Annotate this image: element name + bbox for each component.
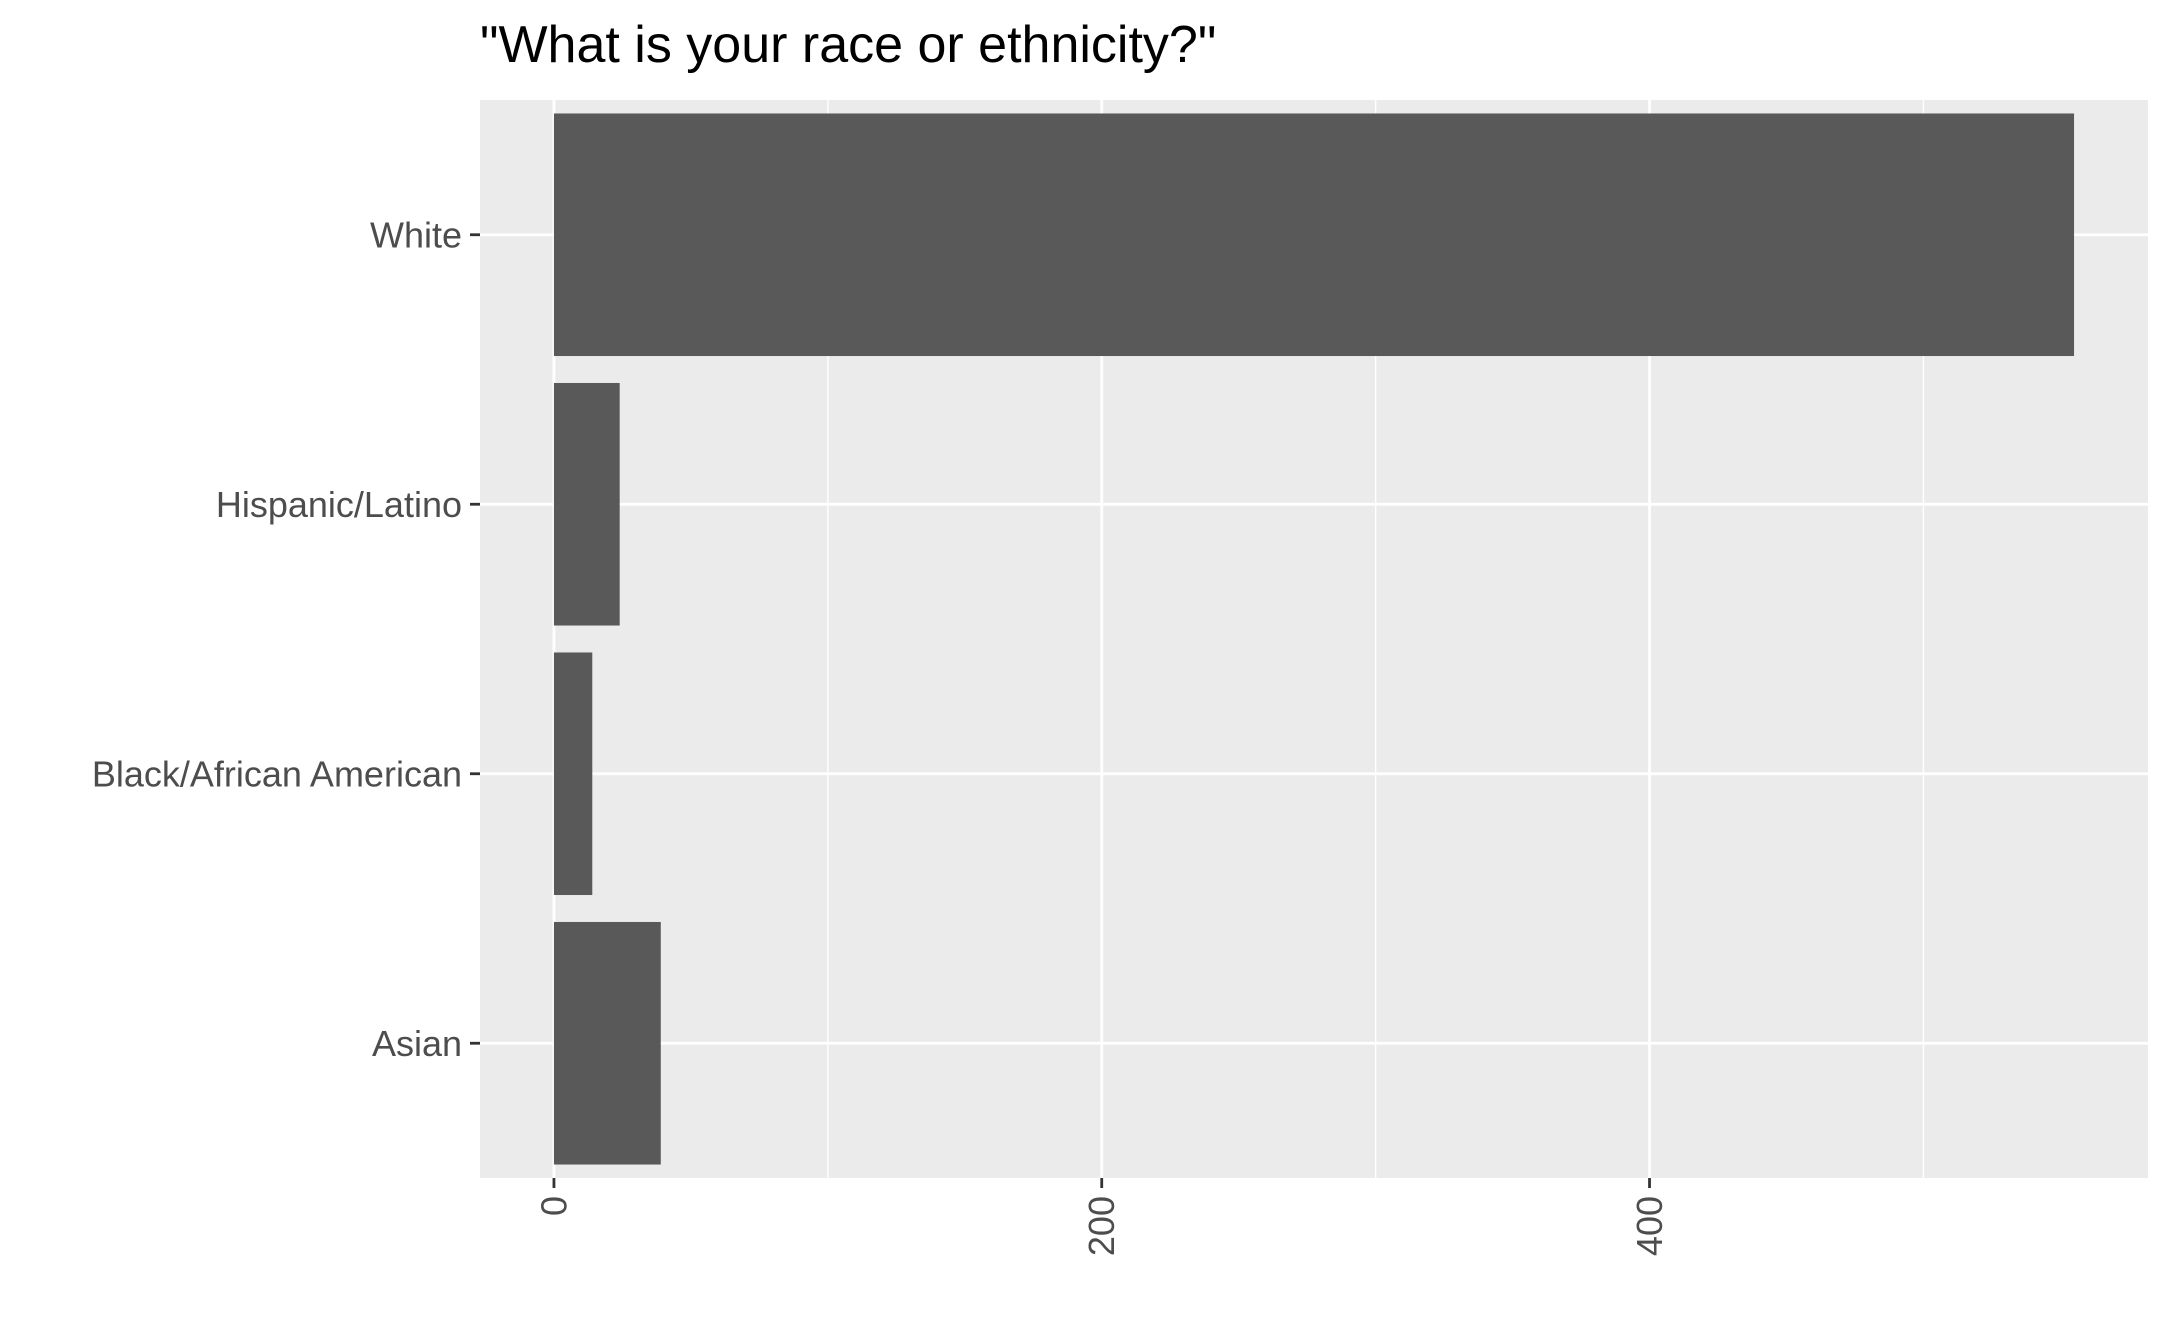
bar-layer xyxy=(553,113,2075,1165)
bar-hispanic-latino xyxy=(553,382,620,626)
y-axis: White Hispanic/Latino Black/African Americ… xyxy=(92,214,480,1064)
bar-white xyxy=(553,113,2075,357)
chart-title: "What is your race or ethnicity?" xyxy=(480,16,1216,74)
x-tick-label: 0 xyxy=(533,1196,574,1216)
x-axis: 0 200 400 xyxy=(533,1178,1670,1256)
y-tick-label: Asian xyxy=(372,1023,462,1064)
y-tick-label: Hispanic/Latino xyxy=(216,484,462,525)
bar-asian xyxy=(553,921,661,1165)
x-tick-label: 400 xyxy=(1629,1196,1670,1256)
x-tick-label: 200 xyxy=(1081,1196,1122,1256)
y-tick-label: Black/African American xyxy=(92,753,462,794)
bar-black-african-american xyxy=(553,652,593,896)
y-tick-label: White xyxy=(370,214,462,255)
